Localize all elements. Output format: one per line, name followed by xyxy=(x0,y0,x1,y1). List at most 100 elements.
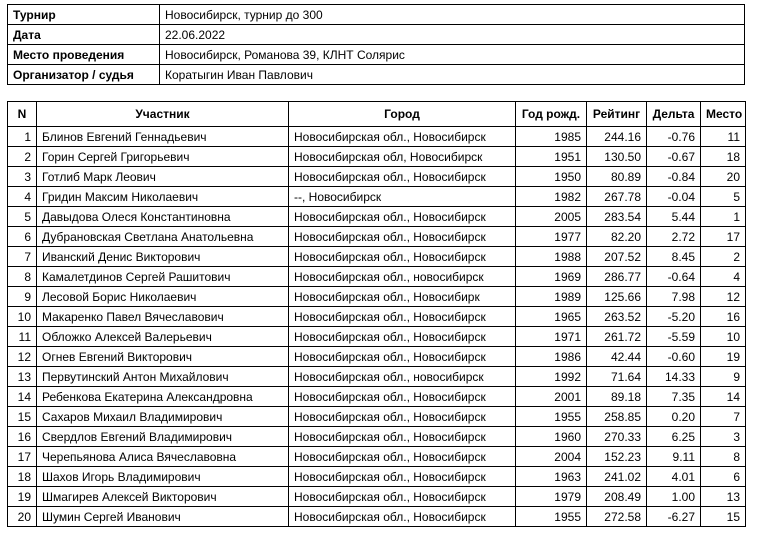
info-label: Турнир xyxy=(7,4,160,25)
cell-rating: 125.66 xyxy=(586,286,647,307)
cell-place: 15 xyxy=(700,506,746,527)
cell-place: 19 xyxy=(700,346,746,367)
cell-rating: 286.77 xyxy=(586,266,647,287)
cell-city: Новосибирская обл., Новосибирск xyxy=(288,486,516,507)
cell-delta: 7.98 xyxy=(646,286,701,307)
cell-birth-year: 1977 xyxy=(515,226,587,247)
cell-place: 9 xyxy=(700,366,746,387)
cell-birth-year: 1979 xyxy=(515,486,587,507)
cell-delta: -0.60 xyxy=(646,346,701,367)
cell-city: Новосибирская обл., новосибирск xyxy=(288,366,516,387)
cell-city: Новосибирская обл., Новосибирск xyxy=(288,466,516,487)
cell-rating: 258.85 xyxy=(586,406,647,427)
header-col-participant: Участник xyxy=(36,101,289,127)
cell-participant: Сахаров Михаил Владимирович xyxy=(36,406,289,427)
info-label: Дата xyxy=(7,24,160,45)
cell-city: Новосибирская обл., Новосибирск xyxy=(288,206,516,227)
cell-place: 12 xyxy=(700,286,746,307)
cell-birth-year: 1992 xyxy=(515,366,587,387)
cell-delta: 14.33 xyxy=(646,366,701,387)
table-row: 5 Давыдова Олеся Константиновна Новосибирс… xyxy=(7,206,746,227)
info-label: Место проведения xyxy=(7,44,160,65)
cell-participant: Горин Сергей Григорьевич xyxy=(36,146,289,167)
cell-number: 11 xyxy=(7,326,37,347)
cell-birth-year: 1960 xyxy=(515,426,587,447)
cell-place: 2 xyxy=(700,246,746,267)
table-row: 6 Дубрановская Светлана Анатольевна Новоси… xyxy=(7,226,746,247)
cell-place: 8 xyxy=(700,446,746,467)
cell-participant: Макаренко Павел Вячеславович xyxy=(36,306,289,327)
cell-participant: Лесовой Борис Николаевич xyxy=(36,286,289,307)
cell-birth-year: 1986 xyxy=(515,346,587,367)
cell-participant: Готлиб Марк Леович xyxy=(36,166,289,187)
table-row: 4 Гридин Максим Николаевич --, Новосибирск… xyxy=(7,186,746,207)
cell-participant: Ребенкова Екатерина Александровна xyxy=(36,386,289,407)
cell-birth-year: 1955 xyxy=(515,406,587,427)
cell-city: Новосибирская обл., Новосибирск xyxy=(288,166,516,187)
cell-rating: 207.52 xyxy=(586,246,647,267)
cell-place: 7 xyxy=(700,406,746,427)
cell-number: 2 xyxy=(7,146,37,167)
cell-delta: 8.45 xyxy=(646,246,701,267)
cell-birth-year: 1951 xyxy=(515,146,587,167)
header-col-delta: Дельта xyxy=(646,101,701,127)
cell-city: Новосибирская обл., Новосибирск xyxy=(288,226,516,247)
cell-birth-year: 1950 xyxy=(515,166,587,187)
table-row: 18 Шахов Игорь Владимирович Новосибирская … xyxy=(7,466,746,487)
cell-rating: 261.72 xyxy=(586,326,647,347)
cell-participant: Свердлов Евгений Владимирович xyxy=(36,426,289,447)
table-row: 19 Шмагирев Алексей Викторович Новосибирск… xyxy=(7,486,746,507)
table-row: 7 Иванский Денис Викторович Новосибирская … xyxy=(7,246,746,267)
cell-birth-year: 1985 xyxy=(515,126,587,147)
cell-place: 6 xyxy=(700,466,746,487)
table-row: 11 Обложко Алексей Валерьевич Новосибирска… xyxy=(7,326,746,347)
cell-rating: 283.54 xyxy=(586,206,647,227)
info-row: Место проведения Новосибирск, Романова 39… xyxy=(7,44,745,65)
cell-delta: 7.35 xyxy=(646,386,701,407)
cell-place: 3 xyxy=(700,426,746,447)
cell-rating: 80.89 xyxy=(586,166,647,187)
cell-delta: -6.27 xyxy=(646,506,701,527)
cell-rating: 71.64 xyxy=(586,366,647,387)
cell-city: Новосибирская обл., Новосибирск xyxy=(288,246,516,267)
cell-participant: Камалетдинов Сергей Рашитович xyxy=(36,266,289,287)
cell-place: 13 xyxy=(700,486,746,507)
cell-place: 17 xyxy=(700,226,746,247)
table-row: 8 Камалетдинов Сергей Рашитович Новосибирс… xyxy=(7,266,746,287)
cell-place: 14 xyxy=(700,386,746,407)
cell-number: 1 xyxy=(7,126,37,147)
table-row: 17 Черепьянова Алиса Вячеславовна Новосиби… xyxy=(7,446,746,467)
cell-participant: Обложко Алексей Валерьевич xyxy=(36,326,289,347)
cell-place: 1 xyxy=(700,206,746,227)
cell-number: 8 xyxy=(7,266,37,287)
table-row: 3 Готлиб Марк Леович Новосибирская обл., Н… xyxy=(7,166,746,187)
cell-city: Новосибирская обл., Новосибирск xyxy=(288,126,516,147)
cell-rating: 241.02 xyxy=(586,466,647,487)
cell-rating: 270.33 xyxy=(586,426,647,447)
cell-place: 4 xyxy=(700,266,746,287)
cell-city: --, Новосибирск xyxy=(288,186,516,207)
info-value: Коратыгин Иван Павлович xyxy=(159,64,745,85)
header-col-rating: Рейтинг xyxy=(586,101,647,127)
cell-number: 19 xyxy=(7,486,37,507)
cell-delta: 1.00 xyxy=(646,486,701,507)
cell-number: 9 xyxy=(7,286,37,307)
cell-birth-year: 2001 xyxy=(515,386,587,407)
table-row: 20 Шумин Сергей Иванович Новосибирская обл… xyxy=(7,506,746,527)
cell-delta: -0.04 xyxy=(646,186,701,207)
cell-rating: 244.16 xyxy=(586,126,647,147)
cell-place: 16 xyxy=(700,306,746,327)
cell-rating: 152.23 xyxy=(586,446,647,467)
cell-number: 5 xyxy=(7,206,37,227)
cell-delta: -0.84 xyxy=(646,166,701,187)
table-row: 15 Сахаров Михаил Владимирович Новосибирск… xyxy=(7,406,746,427)
cell-rating: 263.52 xyxy=(586,306,647,327)
cell-number: 17 xyxy=(7,446,37,467)
cell-city: Новосибирская обл., Новосибирск xyxy=(288,446,516,467)
cell-participant: Первутинский Антон Михайлович xyxy=(36,366,289,387)
cell-birth-year: 1971 xyxy=(515,326,587,347)
table-row: 13 Первутинский Антон Михайлович Новосибир… xyxy=(7,366,746,387)
cell-number: 14 xyxy=(7,386,37,407)
info-row: Организатор / судья Коратыгин Иван Павлов… xyxy=(7,64,745,85)
cell-delta: -0.76 xyxy=(646,126,701,147)
